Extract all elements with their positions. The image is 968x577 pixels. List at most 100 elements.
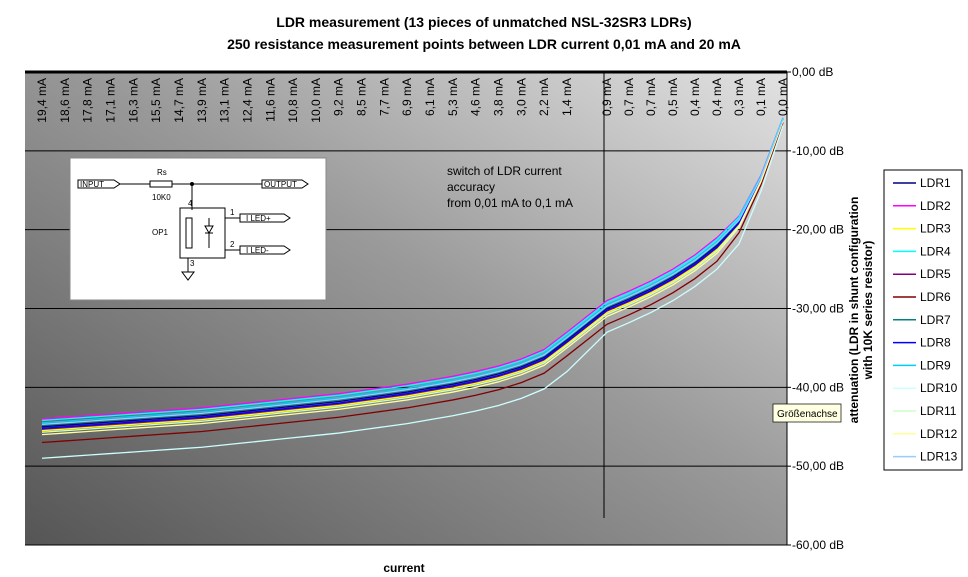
- x-tick-label: 3,0 mA: [514, 78, 528, 116]
- x-tick-label: 18,6 mA: [58, 78, 72, 123]
- x-tick-label: 0,3 mA: [732, 78, 746, 116]
- ldr-element: [185, 217, 193, 249]
- x-tick-label: 13,9 mA: [195, 78, 209, 123]
- y-tick-label: -60,00 dB: [792, 538, 844, 552]
- x-tick-label: 5,3 mA: [446, 78, 460, 116]
- inset-label: 1: [230, 208, 235, 217]
- legend-label: LDR12: [920, 427, 958, 441]
- series-line: [41, 122, 784, 444]
- x-tick-label: 17,1 mA: [103, 78, 117, 123]
- x-tick-label: 0,0 mA: [776, 78, 790, 116]
- legend-label: LDR3: [920, 222, 951, 236]
- x-tick-label: 16,3 mA: [126, 78, 140, 123]
- legend-label: LDR8: [920, 336, 951, 350]
- x-tick-label: 17,8 mA: [81, 78, 95, 123]
- legend-label: LDR7: [920, 313, 951, 327]
- x-tick-label: 4,6 mA: [469, 78, 483, 116]
- legend-label: LDR9: [920, 358, 951, 372]
- legend-label: LDR4: [920, 244, 951, 258]
- input-port: [77, 179, 121, 189]
- annotation: switch of LDR current accuracy from 0,01…: [447, 164, 573, 210]
- series-line: [41, 125, 784, 459]
- legend-label: LDR10: [920, 381, 958, 395]
- x-tick-label: 1,4 mA: [560, 78, 574, 116]
- x-tick-label: 0,4 mA: [710, 78, 724, 116]
- x-tick-label: 9,2 mA: [332, 78, 346, 116]
- inset-label: 3: [190, 259, 195, 268]
- annotation-line: switch of LDR current: [447, 164, 562, 178]
- x-tick-label: 14,7 mA: [172, 78, 186, 123]
- x-tick-label: 8,5 mA: [355, 78, 369, 116]
- inset-diagram: [69, 157, 327, 301]
- series-line: [41, 119, 784, 426]
- legend-label: LDR11: [920, 404, 957, 418]
- legend-label: LDR13: [920, 450, 958, 464]
- y-tick-label: -50,00 dB: [792, 459, 844, 473]
- x-tick-label: 19,4 mA: [35, 78, 49, 123]
- legend: LDR1 LDR2 LDR3 LDR4 LDR5 LDR6 LDR7 LDR8 LDR9 LDR1…: [893, 176, 958, 464]
- series-line: [41, 119, 784, 426]
- x-tick-label: 3,8 mA: [492, 78, 506, 116]
- x-axis-title: current: [383, 561, 424, 575]
- chart-subtitle: 250 resistance measurement points betwee…: [227, 36, 741, 52]
- y-axis-title: attenuation (LDR in shunt configuration …: [847, 197, 875, 424]
- x-tick-label: 0,4 mA: [688, 78, 702, 116]
- led-element: [204, 218, 214, 248]
- inset-labels: INPUT Rs 10K0 OUTPUT 4 1 I LED+ OP1 2 I …: [80, 168, 297, 268]
- x-tick-label: 2,2 mA: [537, 78, 551, 116]
- x-tick-label: 12,4 mA: [240, 78, 254, 123]
- x-tick-label: 6,9 mA: [400, 78, 414, 116]
- x-tick-label: 10,0 mA: [309, 78, 323, 123]
- x-tick-label: 6,1 mA: [423, 78, 437, 116]
- optocoupler: [179, 207, 226, 259]
- annotation-line: from 0,01 mA to 0,1 mA: [447, 196, 573, 210]
- y-tick-label: 0,00 dB: [792, 65, 833, 79]
- inset-label: Rs: [157, 168, 167, 177]
- marks: [25, 71, 787, 546]
- x-tick-label: 0,1 mA: [754, 78, 768, 116]
- x-tick-label: 10,8 mA: [286, 78, 300, 123]
- legend-label: LDR2: [920, 199, 951, 213]
- x-tick-label: 11,6 mA: [263, 78, 277, 122]
- tooltip-box: [772, 403, 842, 423]
- y-tick-label: -10,00 dB: [792, 144, 844, 158]
- ground: [181, 271, 195, 281]
- inset-frame: [69, 157, 327, 301]
- tooltip: Größenachse: [777, 409, 838, 420]
- legend-label: LDR5: [920, 267, 951, 281]
- y-axis-title-line: attenuation (LDR in shunt configuration: [847, 197, 861, 424]
- annotation-line: accuracy: [447, 180, 495, 194]
- x-tick-label: 13,1 mA: [218, 78, 232, 123]
- junction: [190, 182, 194, 186]
- inset-label: OUTPUT: [264, 180, 297, 189]
- inset-label: 4: [188, 199, 193, 208]
- led-plus-port: [239, 213, 291, 223]
- inset-label: 10K0: [152, 193, 171, 202]
- inset-label: I LED+: [246, 214, 271, 223]
- inset-label: INPUT: [80, 180, 104, 189]
- x-tick-label: 7,7 mA: [377, 78, 391, 116]
- series-line: [41, 118, 784, 424]
- legend-label: LDR6: [920, 290, 951, 304]
- y-tick-label: -20,00 dB: [792, 223, 844, 237]
- inset-label: 2: [230, 240, 235, 249]
- x-tick-label: 15,5 mA: [149, 78, 163, 123]
- inset-label: OP1: [152, 228, 169, 237]
- x-tick-label: 0,5 mA: [666, 78, 680, 116]
- chart-title: LDR measurement (13 pieces of unmatched …: [276, 14, 691, 30]
- y-tick-label: -40,00 dB: [792, 380, 844, 394]
- legend-label: LDR1: [920, 176, 951, 190]
- series-line: [41, 119, 784, 432]
- y-tick-label: -30,00 dB: [792, 302, 844, 316]
- x-tick-label: 0,9 mA: [600, 78, 614, 116]
- series-line: [41, 117, 784, 420]
- series-line: [41, 119, 784, 430]
- series-line: [41, 120, 784, 436]
- series-line: [41, 117, 784, 422]
- led-minus-port: [239, 245, 291, 255]
- y-axis-title-line: with 10K series resistor): [861, 241, 875, 381]
- x-tick-label: 0,7 mA: [622, 78, 636, 116]
- series-line: [41, 119, 784, 428]
- x-tick-label: 0,7 mA: [644, 78, 658, 116]
